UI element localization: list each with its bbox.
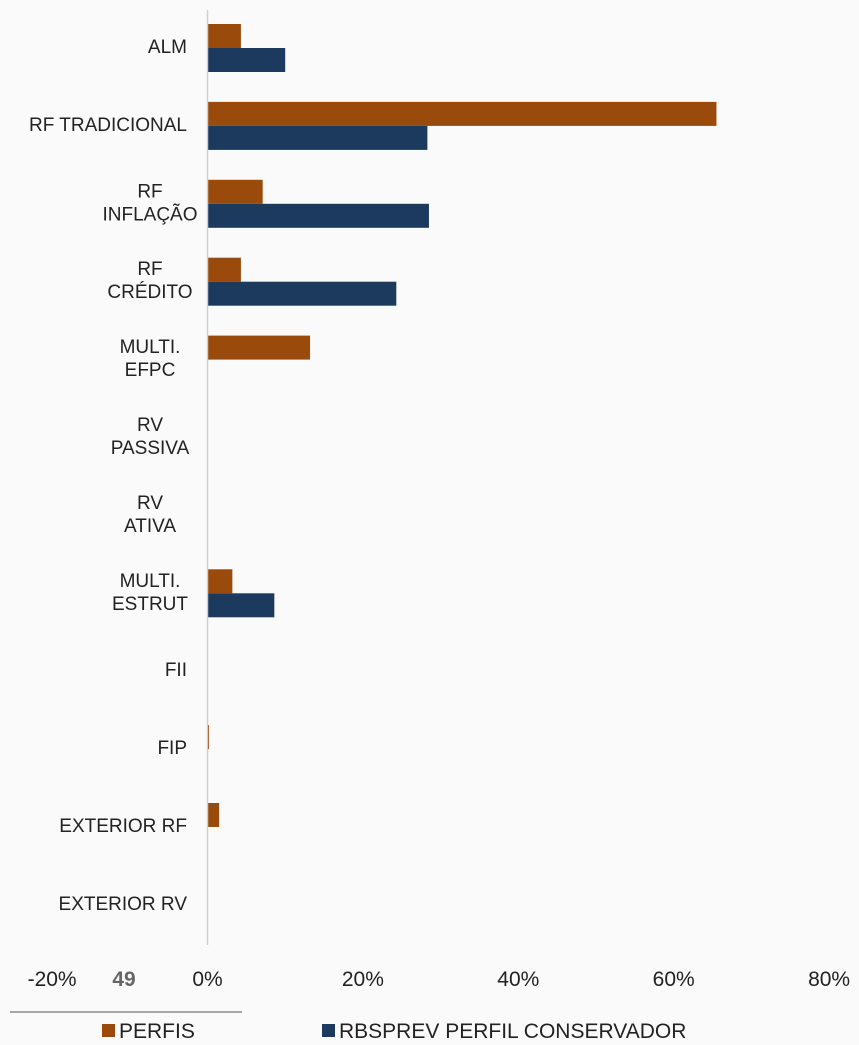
category-label-alm: ALM bbox=[148, 37, 187, 58]
bar-perfis-exterior-rf bbox=[207, 803, 220, 827]
category-label-rv-passiva-line-1: RV bbox=[137, 415, 163, 436]
legend: PERFIS RBSPREV PERFIL CONSERVADOR bbox=[102, 1020, 686, 1043]
x-tick-label-60: 60% bbox=[653, 968, 695, 991]
bar-perfis-alm bbox=[207, 24, 241, 48]
x-tick-label-40: 40% bbox=[497, 968, 539, 991]
bar-rbsprev-perfil-conservador-alm bbox=[207, 48, 286, 72]
bar-perfis-rf-credito bbox=[207, 257, 241, 282]
bar-rbsprev-perfil-conservador-rf-tradicional bbox=[207, 125, 428, 150]
bar-rbsprev-perfil-conservador-rf-inflacao bbox=[207, 203, 429, 228]
category-label-multi-estrut-line-2: ESTRUT bbox=[112, 594, 188, 615]
category-label-exterior-rv: EXTERIOR RV bbox=[59, 894, 188, 915]
legend-swatch-rbsprev-perfil-conservador bbox=[322, 1024, 335, 1037]
category-label-fii: FII bbox=[165, 660, 187, 681]
category-label-rv-passiva-line-2: PASSIVA bbox=[111, 438, 190, 459]
category-label-rf-credito-line-1: RF bbox=[137, 259, 162, 280]
category-label-multi-efpc-line-2: EFPC bbox=[125, 360, 176, 381]
legend-swatch-perfis bbox=[102, 1024, 115, 1037]
legend-label-perfis: PERFIS bbox=[119, 1020, 195, 1043]
bar-perfis-fip bbox=[207, 725, 210, 750]
x-tick-labels: -20% 0% 20% 40% 60% 80% bbox=[28, 968, 851, 991]
bar-perfis-multi-efpc bbox=[207, 335, 311, 360]
bar-perfis-rf-tradicional bbox=[207, 101, 717, 126]
x-tick-label-20-neg: -20% bbox=[28, 968, 77, 991]
bars bbox=[207, 24, 717, 827]
category-label-fip: FIP bbox=[157, 738, 187, 759]
bar-perfis-multi-estrut bbox=[207, 569, 233, 594]
bar-perfis-rf-inflacao bbox=[207, 179, 263, 204]
category-label-multi-efpc-line-1: MULTI. bbox=[120, 337, 181, 358]
page-number: 49 bbox=[112, 968, 135, 991]
category-label-multi-estrut-line-1: MULTI. bbox=[120, 571, 181, 592]
category-label-rv-ativa-line-2: ATIVA bbox=[124, 516, 176, 537]
category-label-rf-inflacao-line-2: INFLAÇÃO bbox=[102, 203, 197, 225]
x-tick-label-20: 20% bbox=[342, 968, 384, 991]
x-tick-label-0: 0% bbox=[192, 968, 222, 991]
x-tick-label-80: 80% bbox=[808, 968, 850, 991]
category-label-rf-inflacao-line-1: RF bbox=[137, 181, 162, 202]
bar-rbsprev-perfil-conservador-multi-estrut bbox=[207, 593, 275, 618]
category-label-exterior-rf: EXTERIOR RF bbox=[59, 816, 187, 837]
legend-label-rbsprev-perfil-conservador: RBSPREV PERFIL CONSERVADOR bbox=[339, 1020, 686, 1043]
category-label-rf-credito-line-2: CRÉDITO bbox=[107, 282, 192, 303]
bar-rbsprev-perfil-conservador-rf-credito bbox=[207, 281, 397, 306]
category-label-rv-ativa-line-1: RV bbox=[137, 493, 163, 514]
category-label-rf-tradicional: RF TRADICIONAL bbox=[29, 115, 187, 136]
